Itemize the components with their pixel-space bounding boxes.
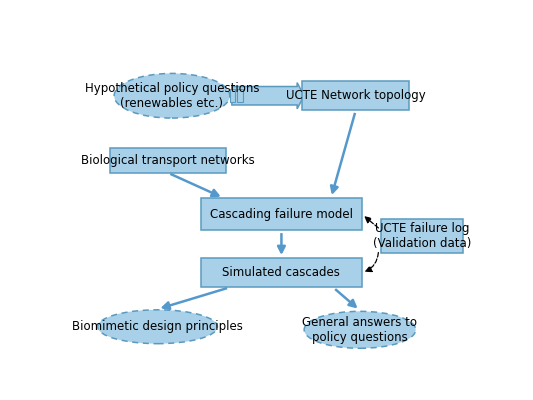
Polygon shape — [232, 83, 304, 109]
FancyBboxPatch shape — [302, 81, 409, 110]
FancyBboxPatch shape — [381, 219, 463, 253]
FancyBboxPatch shape — [237, 89, 243, 102]
FancyBboxPatch shape — [201, 198, 362, 230]
FancyBboxPatch shape — [201, 258, 362, 288]
FancyBboxPatch shape — [110, 148, 225, 173]
Text: Cascading failure model: Cascading failure model — [210, 208, 353, 221]
Ellipse shape — [114, 74, 230, 118]
Ellipse shape — [98, 310, 217, 344]
FancyBboxPatch shape — [230, 89, 235, 102]
Text: UCTE Network topology: UCTE Network topology — [286, 89, 426, 102]
Text: Biological transport networks: Biological transport networks — [81, 154, 255, 167]
Text: Hypothetical policy questions
(renewables etc.): Hypothetical policy questions (renewable… — [85, 82, 259, 110]
Text: General answers to
policy questions: General answers to policy questions — [302, 316, 417, 344]
Text: Simulated cascades: Simulated cascades — [222, 266, 341, 279]
Text: UCTE failure log
(Validation data): UCTE failure log (Validation data) — [373, 222, 471, 250]
Ellipse shape — [304, 311, 416, 348]
Text: Biomimetic design principles: Biomimetic design principles — [72, 320, 243, 333]
